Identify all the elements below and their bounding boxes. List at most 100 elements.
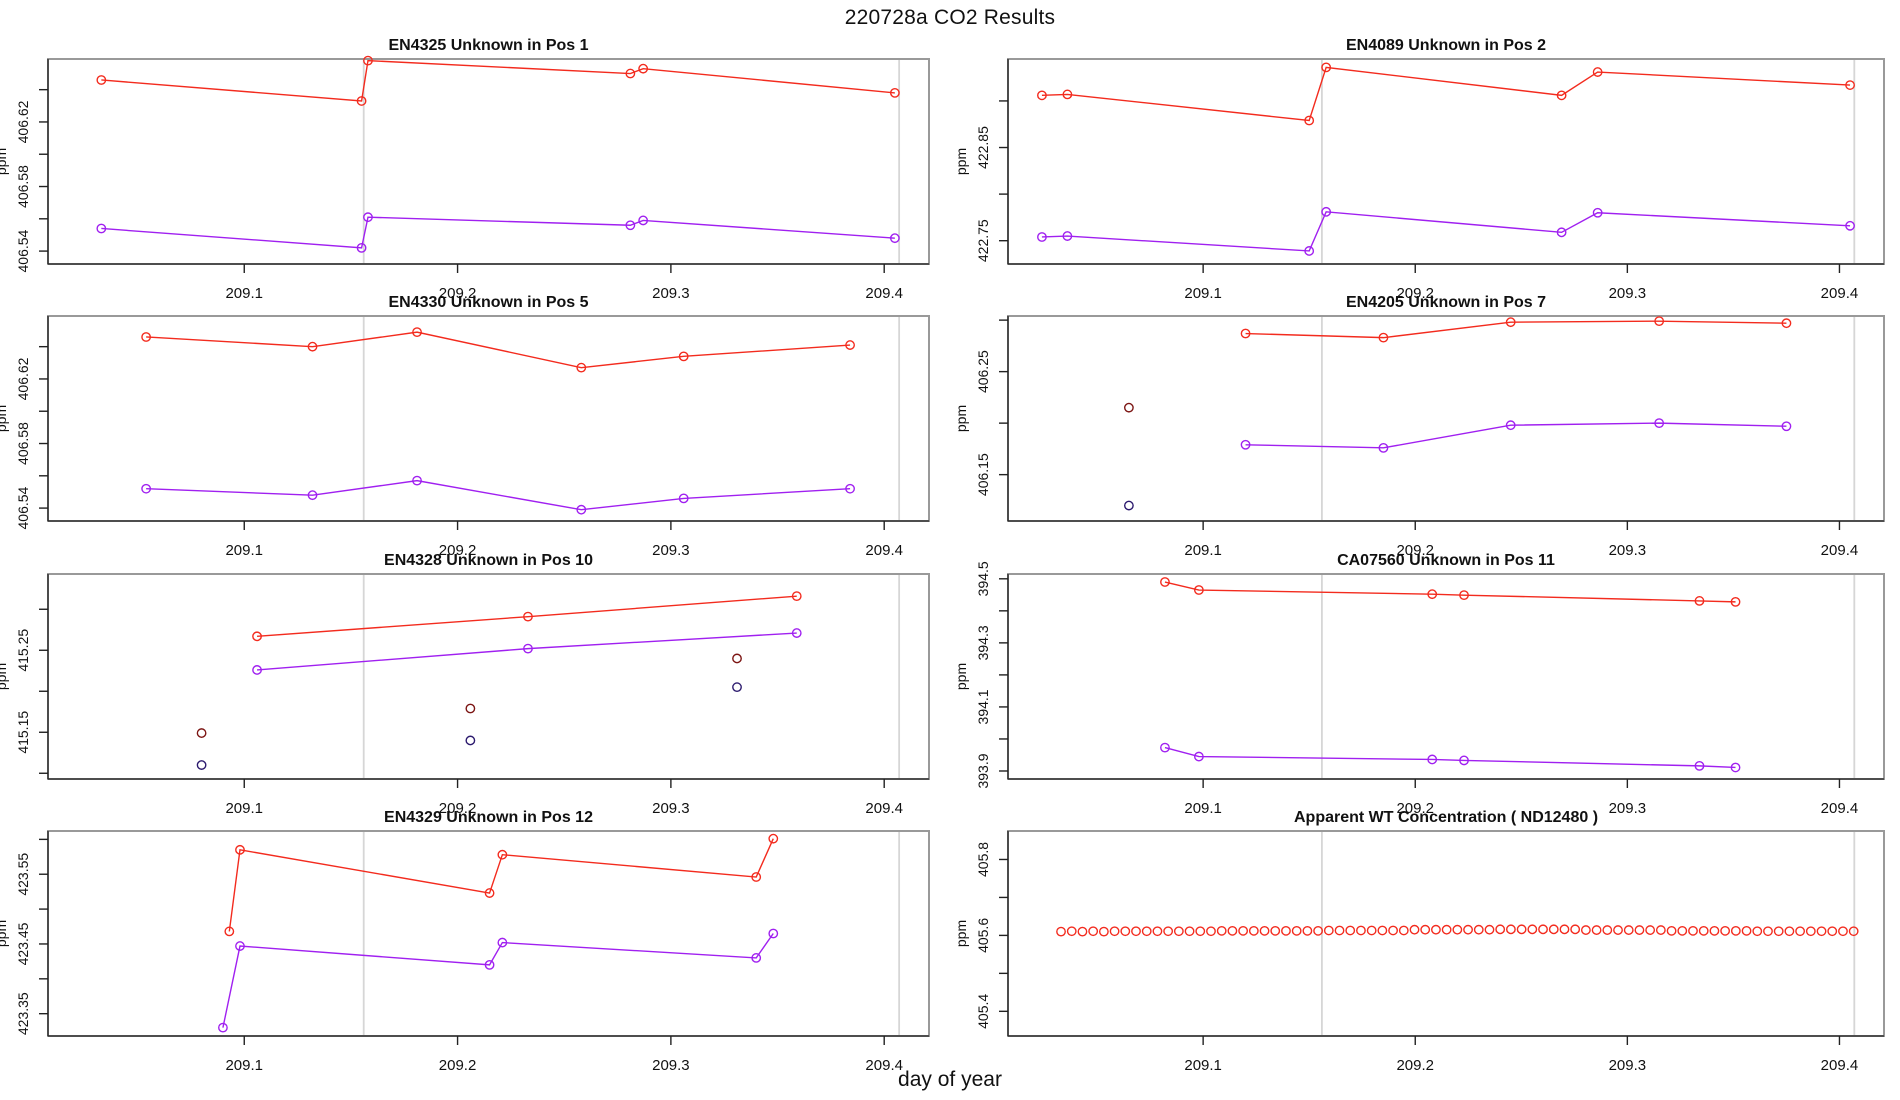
data-point <box>889 233 900 244</box>
data-point <box>732 682 742 693</box>
series-sample-red <box>1160 577 1741 607</box>
subplot-title: EN4329 Unknown in Pos 12 <box>384 809 593 826</box>
subplot-title: EN4328 Unknown in Pos 10 <box>384 552 593 569</box>
subplot-EN4330: 209.1 209.2 209.3 209.4 406.54 406.58 406.62 pp… <box>0 294 930 559</box>
subplot-EN4328: 209.1 209.2 209.3 209.4 415.15 415.25 ppm EN432… <box>0 552 930 817</box>
y-axis-title: ppm <box>0 663 9 690</box>
data-point <box>196 760 207 770</box>
y-tick-label: 423.55 <box>15 853 31 896</box>
data-point <box>1270 925 1281 936</box>
y-tick-label: 406.54 <box>15 229 31 272</box>
x-tick-label: 209.2 <box>439 285 477 302</box>
data-point <box>1141 926 1152 937</box>
y-tick-label: 406.62 <box>15 357 31 400</box>
data-point <box>1463 924 1473 935</box>
data-point <box>1323 925 1334 936</box>
data-point <box>1321 206 1332 217</box>
x-tick-label: 209.1 <box>1184 800 1222 817</box>
series-outlier-navy <box>1124 500 1134 511</box>
y-axis-title: ppm <box>953 405 969 432</box>
series-sample-red <box>1240 316 1792 343</box>
data-point <box>1378 332 1389 343</box>
x-tick-label: 209.2 <box>1396 800 1434 817</box>
data-point <box>1160 577 1170 587</box>
data-point <box>768 928 779 939</box>
y-axis-title: ppm <box>953 663 969 690</box>
data-point <box>1431 924 1441 935</box>
y-tick-label: 422.85 <box>975 126 991 169</box>
plot-box <box>47 58 930 265</box>
data-point <box>1195 926 1206 937</box>
data-point <box>732 653 742 664</box>
series-line <box>1245 320 1787 339</box>
data-point <box>751 953 762 963</box>
data-point <box>1160 742 1170 753</box>
data-point <box>1334 925 1345 936</box>
data-point <box>224 926 235 937</box>
plot-box <box>1007 58 1885 265</box>
data-point <box>252 665 262 675</box>
data-point <box>252 631 262 642</box>
series-sample-red <box>1037 62 1855 126</box>
data-point <box>1645 925 1656 935</box>
data-point <box>235 844 245 855</box>
data-point <box>1109 926 1120 937</box>
y-axis-title: ppm <box>953 920 969 947</box>
data-point <box>497 937 508 948</box>
x-tick-label: 209.2 <box>1396 542 1434 559</box>
series-sample-red <box>96 55 900 106</box>
data-point <box>96 223 107 234</box>
data-point <box>1556 90 1567 101</box>
series-line <box>101 59 895 102</box>
data-point <box>307 341 318 352</box>
data-point <box>638 63 649 74</box>
data-point <box>1495 924 1506 935</box>
y-tick-label: 423.35 <box>15 992 31 1035</box>
data-point <box>1248 925 1259 936</box>
series-outlier-navy <box>196 682 742 770</box>
data-point <box>363 212 373 223</box>
series-sample-red <box>141 327 855 373</box>
data-point <box>678 351 689 362</box>
data-point <box>1516 924 1527 935</box>
subplot-CA07560: 209.1 209.2 209.3 209.4 393.9 394.1 394.3 394.5… <box>953 552 1885 817</box>
data-point <box>1173 926 1184 937</box>
series-sample-red <box>252 591 802 642</box>
data-point <box>1321 62 1332 73</box>
series-sample-red <box>224 833 779 937</box>
data-point <box>196 728 207 738</box>
data-point <box>1845 80 1855 90</box>
y-tick-label: 405.6 <box>975 918 991 953</box>
data-point <box>1206 926 1216 937</box>
series-line <box>101 216 895 249</box>
data-point <box>1420 924 1431 935</box>
data-point <box>889 87 900 98</box>
data-point <box>1654 418 1665 429</box>
data-point <box>1845 220 1855 231</box>
data-point <box>1688 925 1698 936</box>
data-point <box>1827 926 1838 937</box>
data-point <box>484 959 495 970</box>
x-tick-label: 209.1 <box>225 1057 263 1074</box>
data-point <box>484 888 495 898</box>
y-axis-title: ppm <box>0 920 9 947</box>
data-point <box>1805 926 1816 937</box>
x-tick-label: 209.3 <box>652 1057 690 1074</box>
data-point <box>1694 760 1705 771</box>
y-axis-title: ppm <box>0 148 9 175</box>
series-wt-sample <box>1056 924 1859 937</box>
figure-title: 220728a CO2 Results <box>844 6 1056 29</box>
y-tick-label: 406.62 <box>15 100 31 143</box>
data-point <box>1409 924 1420 935</box>
data-point <box>1131 926 1141 937</box>
data-point <box>1398 925 1409 936</box>
data-point <box>1313 925 1323 936</box>
data-point <box>1037 232 1047 242</box>
data-point <box>1484 924 1495 935</box>
data-point <box>625 220 636 231</box>
data-point <box>1184 926 1195 937</box>
x-tick-label: 209.1 <box>225 800 263 817</box>
data-point <box>1634 925 1645 935</box>
data-point <box>751 872 762 882</box>
subplot-title: EN4089 Unknown in Pos 2 <box>1346 37 1546 54</box>
